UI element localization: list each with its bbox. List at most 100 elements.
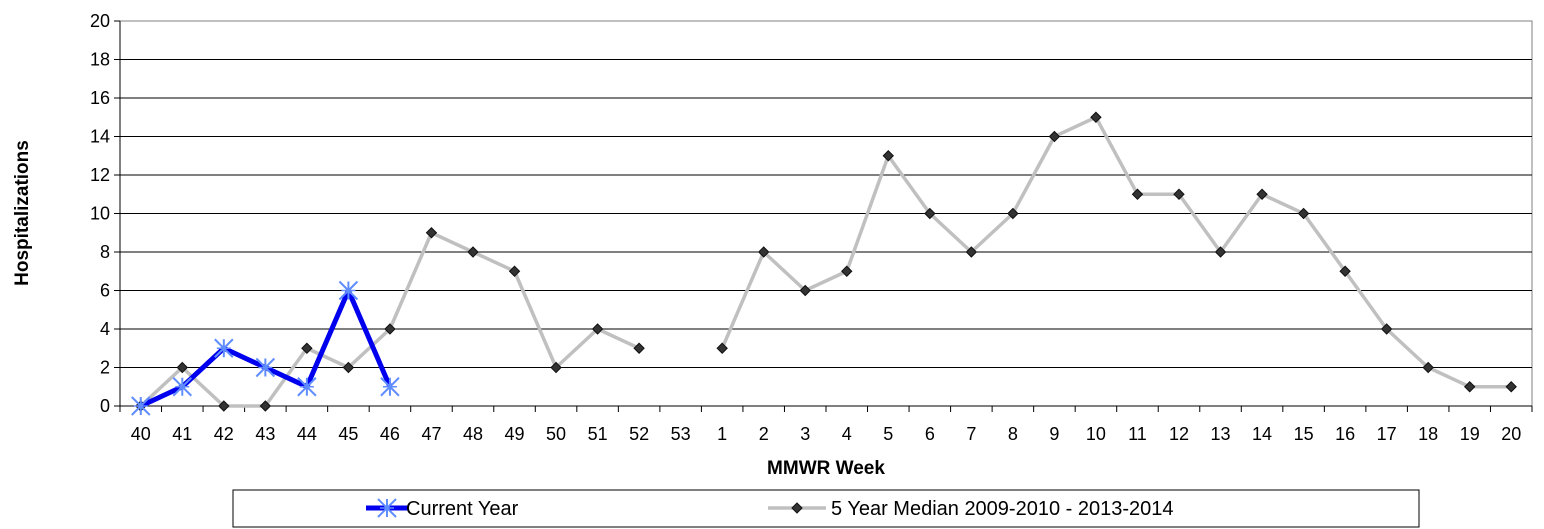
x-tick-label: 18 bbox=[1418, 424, 1438, 444]
data-point bbox=[1297, 207, 1310, 220]
data-point bbox=[131, 396, 151, 416]
series-current-year bbox=[131, 280, 400, 416]
data-point bbox=[924, 207, 936, 220]
data-point bbox=[508, 265, 521, 277]
x-tick-label: 45 bbox=[338, 424, 358, 444]
x-tick-label: 53 bbox=[671, 424, 691, 444]
x-tick-label: 8 bbox=[1008, 424, 1018, 444]
data-point bbox=[1007, 207, 1019, 220]
y-tick-label: 12 bbox=[90, 165, 110, 185]
y-tick-label: 16 bbox=[90, 88, 110, 108]
x-tick-label: 12 bbox=[1169, 424, 1189, 444]
data-point bbox=[1214, 246, 1227, 258]
y-tick-label: 8 bbox=[100, 242, 110, 262]
data-point bbox=[425, 227, 438, 239]
data-point bbox=[176, 361, 189, 374]
data-point bbox=[218, 400, 230, 412]
data-point bbox=[1463, 381, 1476, 393]
y-axis-title: Hospitalizations bbox=[12, 140, 33, 286]
legend-marker bbox=[377, 498, 397, 518]
x-tick-label: 14 bbox=[1252, 424, 1272, 444]
data-point bbox=[1339, 265, 1351, 277]
data-point bbox=[384, 323, 396, 335]
data-point bbox=[1048, 130, 1061, 143]
data-point bbox=[841, 265, 853, 277]
x-tick-label: 47 bbox=[421, 424, 441, 444]
data-point bbox=[1173, 188, 1185, 200]
x-tick-label: 1 bbox=[717, 424, 727, 444]
data-point bbox=[338, 280, 359, 301]
legend-label: Current Year bbox=[406, 498, 519, 520]
x-tick-label: 13 bbox=[1211, 424, 1231, 444]
y-tick-label: 20 bbox=[90, 11, 110, 31]
x-tick-label: 48 bbox=[463, 424, 483, 444]
x-tick-label: 10 bbox=[1086, 424, 1106, 444]
y-tick-label: 18 bbox=[90, 50, 110, 70]
x-tick-label: 2 bbox=[759, 424, 769, 444]
data-point bbox=[1380, 323, 1393, 335]
data-point bbox=[1505, 381, 1517, 393]
legend: Current Year 5 Year Median 2009-2010 - 20… bbox=[232, 489, 1420, 528]
x-tick-label: 40 bbox=[131, 424, 151, 444]
x-tick-label: 7 bbox=[966, 424, 976, 444]
x-tick-label: 17 bbox=[1377, 424, 1397, 444]
legend-item: 5 Year Median 2009-2010 - 2013-2014 bbox=[768, 498, 1174, 520]
x-tick-label: 44 bbox=[297, 424, 317, 444]
data-point bbox=[214, 338, 234, 358]
legend-marker bbox=[791, 502, 803, 514]
y-axis-ticks: 0 2 4 6 8 10 12 14 16 18 20 bbox=[90, 11, 121, 416]
data-point bbox=[550, 361, 562, 374]
x-tick-label: 41 bbox=[172, 424, 192, 444]
data-point bbox=[799, 284, 811, 297]
series-layer bbox=[131, 111, 1517, 416]
x-tick-label: 15 bbox=[1294, 424, 1314, 444]
x-tick-label: 3 bbox=[800, 424, 810, 444]
data-point bbox=[1256, 188, 1268, 200]
data-point bbox=[716, 342, 728, 354]
x-tick-label: 20 bbox=[1501, 424, 1521, 444]
y-tick-label: 4 bbox=[100, 319, 110, 339]
data-point bbox=[255, 357, 276, 378]
data-point bbox=[467, 246, 479, 258]
legend-item: Current Year bbox=[366, 498, 519, 520]
gridlines bbox=[120, 59, 1532, 368]
data-point bbox=[1131, 188, 1144, 200]
data-point bbox=[591, 323, 604, 335]
x-tick-label: 43 bbox=[255, 424, 275, 444]
data-point bbox=[633, 342, 645, 354]
data-point bbox=[297, 377, 317, 397]
y-tick-label: 10 bbox=[90, 204, 110, 224]
x-tick-label: 46 bbox=[380, 424, 400, 444]
x-tick-label: 16 bbox=[1335, 424, 1355, 444]
data-point bbox=[172, 377, 193, 397]
x-tick-label: 6 bbox=[925, 424, 935, 444]
x-tick-label: 52 bbox=[629, 424, 649, 444]
x-tick-label: 42 bbox=[214, 424, 234, 444]
x-tick-label: 4 bbox=[842, 424, 852, 444]
y-tick-label: 2 bbox=[100, 358, 110, 378]
data-point bbox=[882, 150, 895, 162]
series-line bbox=[720, 115, 1512, 389]
x-tick-label: 51 bbox=[588, 424, 608, 444]
x-tick-label: 19 bbox=[1460, 424, 1480, 444]
data-point bbox=[757, 246, 770, 258]
y-tick-label: 0 bbox=[100, 396, 110, 416]
x-tick-label: 9 bbox=[1049, 424, 1059, 444]
x-axis-title: MMWR Week bbox=[767, 458, 885, 479]
x-tick-label: 5 bbox=[883, 424, 893, 444]
legend-label: 5 Year Median 2009-2010 - 2013-2014 bbox=[831, 498, 1174, 520]
x-axis-ticks: 40 41 42 43 44 45 46 47 48 49 50 51 52 53 1 2 3 4 5 6 7 8 9 10 1… bbox=[119, 405, 1533, 444]
x-tick-label: 50 bbox=[546, 424, 566, 444]
y-tick-label: 6 bbox=[100, 281, 110, 301]
data-point bbox=[1422, 361, 1434, 374]
data-point bbox=[1090, 111, 1102, 123]
series-5-year-median bbox=[135, 111, 1517, 412]
data-point bbox=[380, 377, 400, 397]
data-point bbox=[301, 342, 313, 354]
y-tick-label: 14 bbox=[90, 127, 110, 147]
x-tick-label: 11 bbox=[1128, 424, 1147, 444]
data-point bbox=[342, 361, 355, 374]
data-point bbox=[965, 246, 978, 258]
x-tick-label: 49 bbox=[505, 424, 525, 444]
